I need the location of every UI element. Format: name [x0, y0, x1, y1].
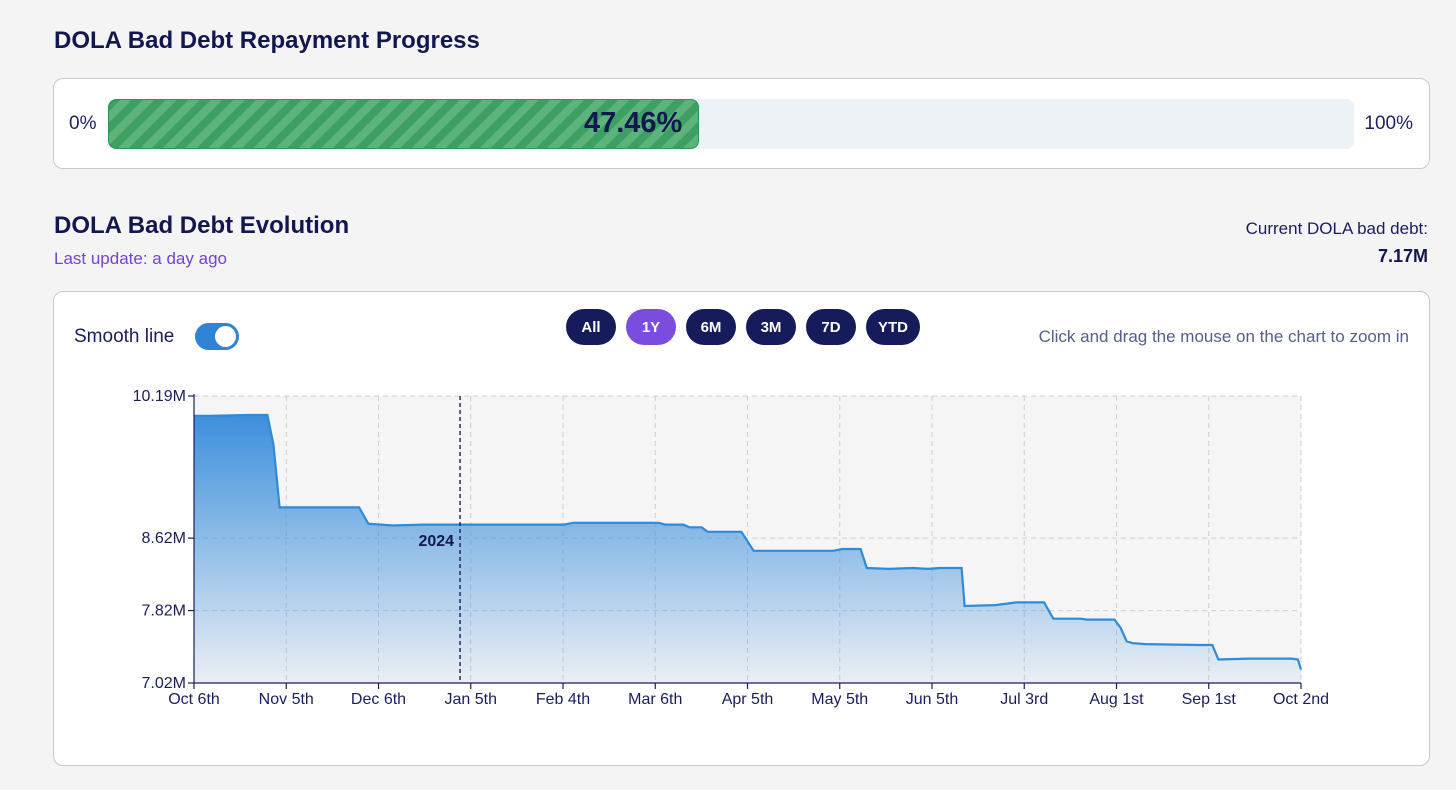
y-tick-label: 7.82M	[142, 603, 186, 620]
range-button-1y[interactable]: 1Y	[626, 309, 676, 345]
x-tick-label: Jun 5th	[906, 691, 958, 708]
range-button-6m[interactable]: 6M	[686, 309, 736, 345]
x-tick-label: Apr 5th	[722, 691, 774, 708]
range-button-3m[interactable]: 3M	[746, 309, 796, 345]
toggle-knob	[215, 326, 236, 347]
x-tick-label: Mar 6th	[628, 691, 682, 708]
progress-track: 47.46%	[108, 99, 1354, 149]
zoom-hint: Click and drag the mouse on the chart to…	[1038, 327, 1409, 346]
x-tick-label: Jul 3rd	[1000, 691, 1048, 708]
y-tick-label: 8.62M	[142, 530, 186, 547]
x-tick-label: Dec 6th	[351, 691, 406, 708]
repayment-title: DOLA Bad Debt Repayment Progress	[54, 27, 480, 54]
x-tick-label: Oct 2nd	[1273, 691, 1329, 708]
range-button-7d[interactable]: 7D	[806, 309, 856, 345]
last-update-text: Last update: a day ago	[54, 249, 227, 268]
x-tick-label: May 5th	[811, 691, 868, 708]
smooth-line-toggle[interactable]	[195, 323, 239, 350]
progress-min-label: 0%	[69, 113, 97, 134]
progress-max-label: 100%	[1364, 113, 1413, 134]
y-tick-label: 7.02M	[142, 675, 186, 692]
x-tick-label: Nov 5th	[259, 691, 314, 708]
progress-percent: 47.46%	[583, 107, 683, 139]
repayment-progress-card: 0% 47.46% 100%	[53, 78, 1430, 169]
current-bad-debt-label: Current DOLA bad debt:	[1245, 219, 1428, 238]
y-tick-label: 10.19M	[133, 388, 186, 405]
chart-card: Smooth line All 1Y 6M 3M 7D YTD Click and dra…	[53, 291, 1430, 766]
progress-fill: 47.46%	[108, 99, 700, 149]
bad-debt-area	[194, 415, 1301, 683]
year-marker-label: 2024	[418, 533, 454, 550]
bad-debt-chart[interactable]: 2024 7.02M 7.82M 8.62M 10.19M Oct 6th Nov 5th…	[54, 292, 1429, 765]
bad-debt-line	[194, 413, 1303, 670]
range-button-all[interactable]: All	[566, 309, 616, 345]
evolution-title: DOLA Bad Debt Evolution	[54, 212, 350, 239]
current-bad-debt-value: 7.17M	[1377, 246, 1428, 266]
smooth-line-label: Smooth line	[74, 326, 175, 347]
x-tick-label: Feb 4th	[536, 691, 590, 708]
x-tick-label: Sep 1st	[1182, 691, 1237, 708]
range-button-ytd[interactable]: YTD	[866, 309, 920, 345]
range-selector: All 1Y 6M 3M 7D YTD	[566, 309, 920, 345]
x-tick-label: Jan 5th	[445, 691, 497, 708]
x-tick-label: Oct 6th	[168, 691, 220, 708]
x-tick-label: Aug 1st	[1089, 691, 1144, 708]
